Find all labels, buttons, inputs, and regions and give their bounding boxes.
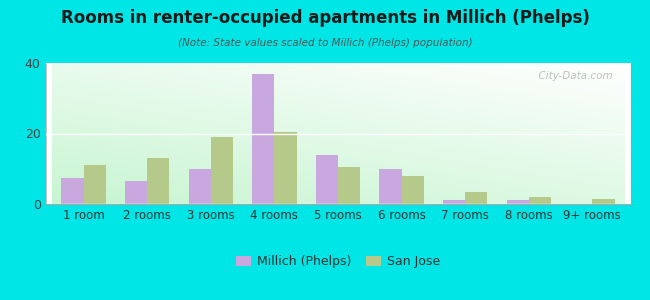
Bar xyxy=(211,137,233,204)
Text: Rooms in renter-occupied apartments in Millich (Phelps): Rooms in renter-occupied apartments in M… xyxy=(60,9,590,27)
Bar xyxy=(380,169,402,204)
Bar xyxy=(316,154,338,204)
Bar xyxy=(338,167,360,204)
Text: City-Data.com: City-Data.com xyxy=(532,71,613,82)
Bar xyxy=(443,200,465,204)
Text: (Note: State values scaled to Millich (Phelps) population): (Note: State values scaled to Millich (P… xyxy=(177,38,473,47)
Bar xyxy=(125,181,148,204)
Bar xyxy=(188,169,211,204)
Bar xyxy=(84,165,106,204)
Bar xyxy=(592,199,615,204)
Legend: Millich (Phelps), San Jose: Millich (Phelps), San Jose xyxy=(235,255,441,268)
Bar xyxy=(506,200,528,204)
Bar xyxy=(61,178,84,204)
Bar xyxy=(465,192,488,204)
Bar xyxy=(252,74,274,204)
Bar xyxy=(528,197,551,204)
Bar xyxy=(402,176,424,204)
Bar xyxy=(148,158,170,204)
Bar xyxy=(274,132,296,204)
